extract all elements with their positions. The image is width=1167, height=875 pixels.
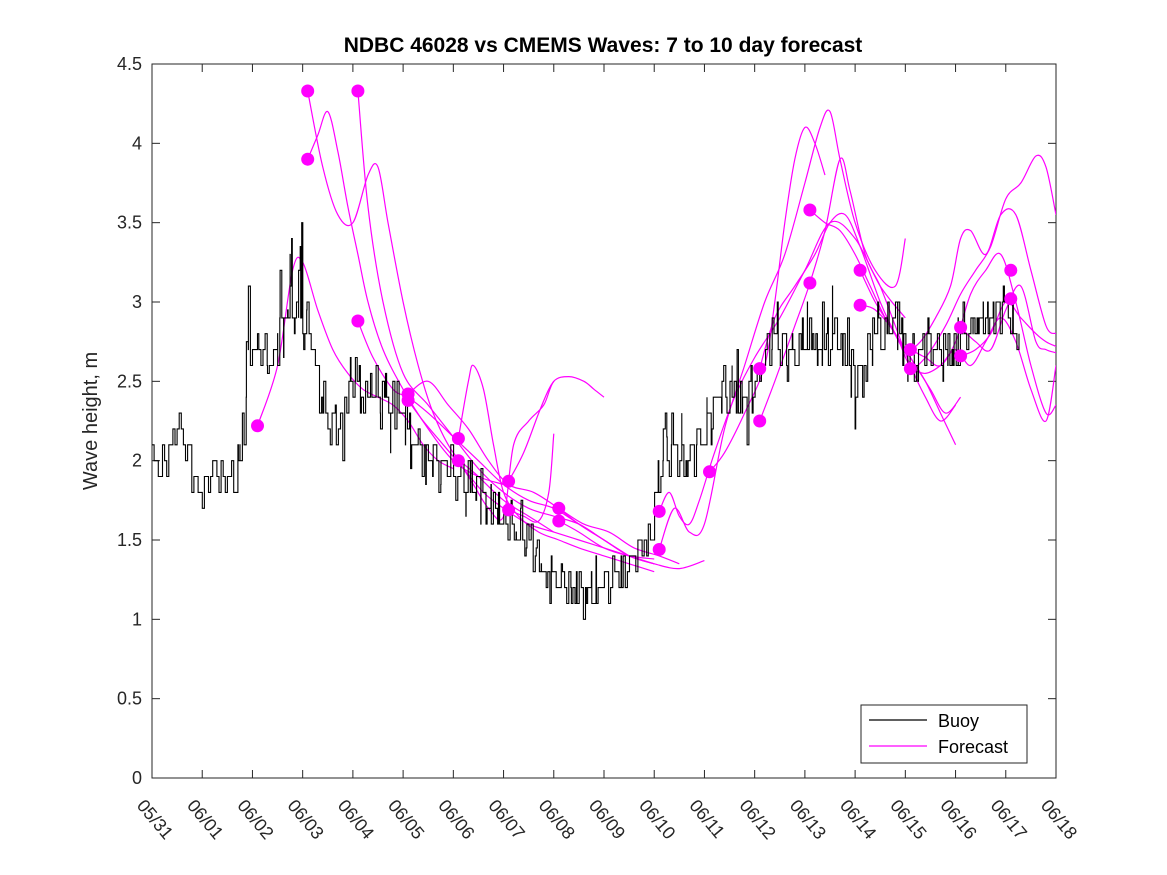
x-tick-label: 06/04 <box>334 796 378 843</box>
forecast-marker-3 <box>301 152 315 166</box>
x-tick-label: 06/18 <box>1037 796 1081 843</box>
y-axis-label: Wave height, m <box>80 352 102 490</box>
x-tick-label: 06/14 <box>836 796 880 843</box>
forecast-marker-20 <box>803 276 817 290</box>
x-tick-label: 06/05 <box>384 796 428 843</box>
forecast-line-14 <box>658 220 906 526</box>
forecast-marker-1 <box>251 419 264 433</box>
forecast-markers <box>251 84 1018 556</box>
forecast-line-13 <box>558 520 655 560</box>
forecast-line-11 <box>508 433 555 523</box>
forecast-marker-12 <box>552 501 566 515</box>
forecast-marker-27 <box>1004 263 1018 277</box>
forecast-marker-10 <box>502 474 516 488</box>
x-tick-label: 05/31 <box>133 796 177 843</box>
forecast-line-7 <box>407 380 680 565</box>
forecast-line-8 <box>457 364 655 573</box>
forecast-line-24 <box>960 284 1056 354</box>
x-tick-label: 06/17 <box>987 796 1031 843</box>
x-tick-label: 06/07 <box>484 796 528 843</box>
forecast-marker-2 <box>301 84 315 98</box>
forecast-line-16 <box>709 126 826 473</box>
forecast-marker-28 <box>1004 292 1018 306</box>
forecast-marker-19 <box>803 203 817 217</box>
x-tick-label: 06/02 <box>233 796 277 843</box>
x-tick-labels: 05/31 06/01 06/02 06/03 06/04 06/05 06/06 06/07… <box>133 796 1081 843</box>
x-tick-label: 06/09 <box>585 796 629 843</box>
y-tick-label: 2.5 <box>117 371 142 391</box>
forecast-marker-21 <box>853 263 867 277</box>
y-tick-label: 1.5 <box>117 530 142 550</box>
y-tick-label: 0 <box>132 768 142 788</box>
forecast-marker-15 <box>652 543 666 556</box>
x-tick-label: 06/03 <box>284 796 328 843</box>
x-tick-label: 06/10 <box>635 796 679 843</box>
legend: Buoy Forecast <box>860 704 1028 764</box>
y-tick-label: 0.5 <box>117 689 142 709</box>
forecast-marker-7 <box>401 393 415 407</box>
forecast-line-18 <box>759 157 957 422</box>
x-tick-label: 06/16 <box>936 796 980 843</box>
forecast-line-23 <box>910 317 1056 422</box>
plot-area-frame <box>151 63 1057 779</box>
forecast-line-9 <box>457 375 605 521</box>
chart-title: NDBC 46028 vs CMEMS Waves: 7 to 10 day f… <box>344 34 863 57</box>
forecast-marker-14 <box>652 504 666 518</box>
forecast-marker-26 <box>954 349 968 363</box>
forecast-marker-16 <box>703 465 716 479</box>
forecast-marker-23 <box>903 343 917 357</box>
forecast-marker-18 <box>753 414 767 428</box>
forecast-marker-22 <box>853 298 867 312</box>
plot-content <box>152 84 1056 620</box>
y-tick-label: 3 <box>132 292 142 312</box>
x-tick-label: 06/01 <box>183 796 227 843</box>
forecast-marker-8 <box>451 432 465 445</box>
forecast-marker-25 <box>954 320 968 334</box>
y-tick-label: 4 <box>132 133 142 153</box>
forecast-marker-9 <box>451 454 465 468</box>
y-tick-labels: 0 0.5 1 1.5 2 2.5 3 3.5 4 4.5 <box>117 54 142 788</box>
x-tick-label: 06/08 <box>535 796 579 843</box>
forecast-line-22 <box>910 252 1056 416</box>
y-tick-label: 1 <box>132 609 142 629</box>
legend-forecast-label: Forecast <box>938 737 1008 757</box>
forecast-marker-17 <box>753 362 767 376</box>
forecast-line-21 <box>859 154 1056 368</box>
y-tick-label: 3.5 <box>117 213 142 233</box>
x-tick-label: 06/13 <box>786 796 830 843</box>
legend-buoy-label: Buoy <box>938 711 979 731</box>
y-tick-label: 4.5 <box>117 54 142 74</box>
x-tick-label: 06/15 <box>886 796 930 843</box>
forecast-marker-4 <box>351 84 365 98</box>
x-tick-label: 06/06 <box>434 796 478 843</box>
forecast-marker-13 <box>552 514 566 528</box>
x-tick-label: 06/11 <box>685 796 728 842</box>
forecast-marker-5 <box>351 314 365 328</box>
forecast-marker-11 <box>502 503 516 517</box>
y-tick-label: 2 <box>132 451 142 471</box>
forecast-line-10 <box>508 380 555 482</box>
buoy-series-line <box>152 222 1020 620</box>
forecast-marker-24 <box>903 362 917 376</box>
legend-box <box>860 704 1028 764</box>
x-tick-label: 06/12 <box>736 796 780 843</box>
